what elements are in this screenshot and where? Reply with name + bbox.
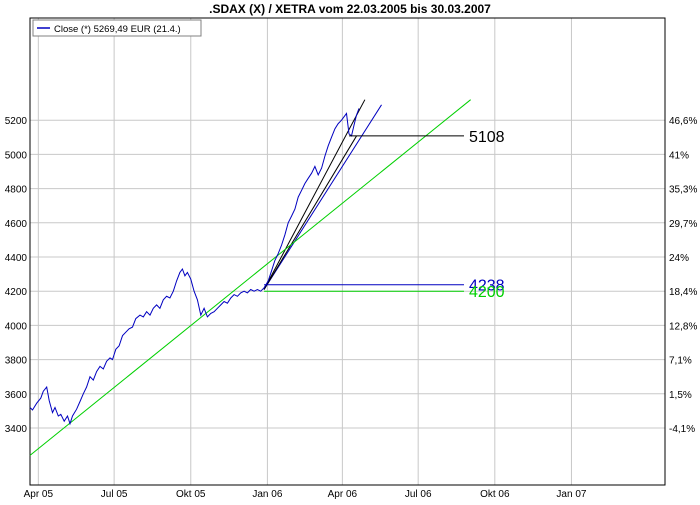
trendline xyxy=(29,99,471,456)
y-left-tick-label: 4400 xyxy=(5,253,28,264)
y-left-tick-label: 3600 xyxy=(5,390,28,401)
y-left-tick-label: 3800 xyxy=(5,356,28,367)
y-right-tick-label: 35,3% xyxy=(669,185,697,196)
level-label: 5108 xyxy=(469,129,505,146)
y-right-tick-label: -4,1% xyxy=(669,424,695,435)
y-left-tick-label: 4200 xyxy=(5,287,28,298)
x-tick-label: Apr 06 xyxy=(328,489,358,500)
trendlines xyxy=(29,99,471,456)
y-left-tick-label: 5200 xyxy=(5,116,28,127)
legend: Close (*) 5269,49 EUR (21.4.) xyxy=(32,19,202,37)
y-left-tick-label: 3400 xyxy=(5,424,28,435)
y-right-tick-label: 7,1% xyxy=(669,356,692,367)
y-right-tick-label: 29,7% xyxy=(669,219,697,230)
series-layer xyxy=(29,108,360,426)
grid-lines xyxy=(30,18,665,485)
y-right-tick-label: 12,8% xyxy=(669,321,697,332)
x-tick-label: Okt 05 xyxy=(176,489,206,500)
level-label: 4238 xyxy=(469,278,505,295)
x-tick-label: Jul 05 xyxy=(101,489,128,500)
y-right-tick-label: 41% xyxy=(669,150,689,161)
trendline xyxy=(263,99,366,290)
chart-title: .SDAX (X) / XETRA vom 22.03.2005 bis 30.… xyxy=(209,2,491,16)
y-left-tick-label: 4600 xyxy=(5,219,28,230)
series-line xyxy=(29,108,360,426)
trendline xyxy=(263,104,382,290)
y-left-tick-label: 5000 xyxy=(5,150,28,161)
y-left-tick-label: 4800 xyxy=(5,185,28,196)
plot-area-frame xyxy=(29,17,666,486)
x-tick-label: Jan 06 xyxy=(252,489,282,500)
y-right-tick-label: 24% xyxy=(669,253,689,264)
legend-label: Close (*) 5269,49 EUR (21.4.) xyxy=(54,24,181,35)
x-tick-label: Okt 06 xyxy=(480,489,510,500)
y-right-tick-label: 46,6% xyxy=(669,116,697,127)
y-left-tick-label: 4000 xyxy=(5,321,28,332)
axis-labels: Apr 05 Jul 05 Okt 05 Jan 06 Apr 06 Jul 06 Okt … xyxy=(5,116,698,500)
x-tick-label: Apr 05 xyxy=(24,489,54,500)
legend-box xyxy=(32,19,202,37)
y-right-tick-label: 18,4% xyxy=(669,287,697,298)
x-tick-label: Jul 06 xyxy=(405,489,432,500)
x-tick-label: Jan 07 xyxy=(556,489,586,500)
level-label: 4200 xyxy=(469,284,505,301)
y-right-tick-label: 1,5% xyxy=(669,390,692,401)
trendline xyxy=(263,135,357,290)
